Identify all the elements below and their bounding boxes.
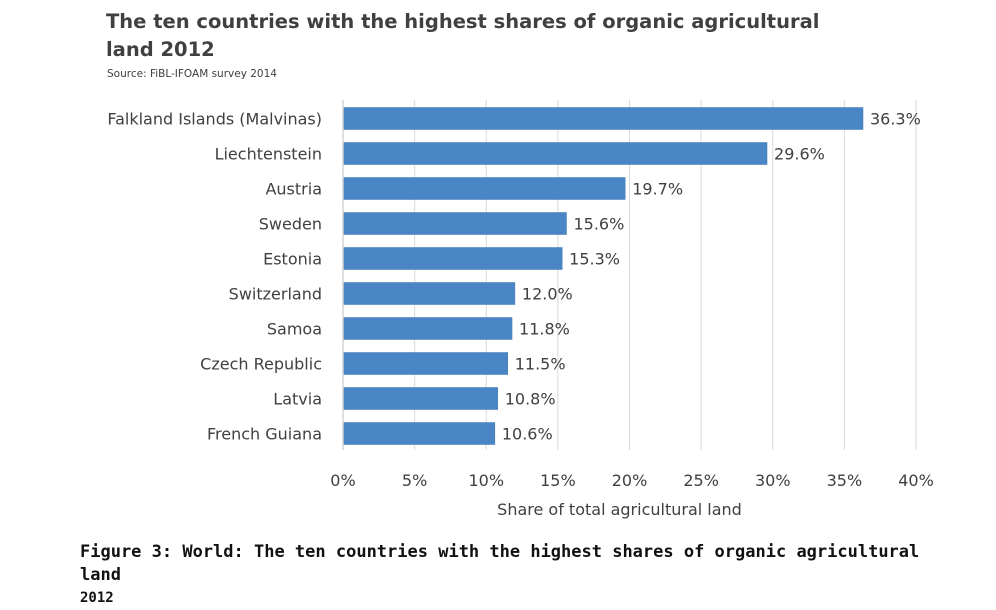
x-tick-label: 0% [330, 471, 355, 490]
bar [343, 212, 567, 235]
category-label: Latvia [273, 390, 322, 409]
data-label: 11.8% [519, 320, 570, 339]
chart-title: The ten countries with the highest share… [106, 10, 820, 61]
category-label: French Guiana [207, 425, 322, 444]
data-label: 19.7% [632, 180, 683, 199]
data-label: 15.6% [573, 215, 624, 234]
figure-caption-line1: Figure 3: World: The ten countries with … [80, 542, 920, 585]
figure-caption-line2: 2012 [80, 590, 114, 606]
bar [343, 142, 768, 165]
category-label: Czech Republic [200, 355, 322, 374]
data-label: 11.5% [515, 355, 566, 374]
bar [343, 247, 563, 270]
x-tick-label: 30% [755, 471, 791, 490]
bar-chart: 0% 5% 10% 15% 20% 25% 30% 35% 40% Falkland Island… [107, 100, 934, 520]
category-label: Estonia [263, 250, 322, 269]
bar [343, 317, 513, 340]
x-axis-title: Share of total agricultural land [497, 500, 742, 519]
bar [343, 422, 496, 445]
data-label: 10.8% [505, 390, 556, 409]
data-label: 15.3% [569, 250, 620, 269]
x-tick-label: 25% [683, 471, 719, 490]
bar [343, 282, 516, 305]
category-label: Sweden [259, 215, 322, 234]
bars [343, 107, 864, 445]
category-label: Falkland Islands (Malvinas) [107, 110, 322, 129]
data-label: 36.3% [870, 110, 921, 129]
x-tick-label: 5% [402, 471, 427, 490]
category-label: Liechtenstein [215, 145, 322, 164]
bar [343, 352, 508, 375]
data-label: 29.6% [774, 145, 825, 164]
data-label: 12.0% [522, 285, 573, 304]
x-tick-label: 10% [468, 471, 504, 490]
labels: 0% 5% 10% 15% 20% 25% 30% 35% 40% Falkland Island… [107, 110, 933, 520]
x-tick-label: 40% [898, 471, 934, 490]
chart-source: Source: FiBL-IFOAM survey 2014 [107, 68, 277, 80]
bar [343, 177, 626, 200]
category-label: Samoa [267, 320, 322, 339]
x-tick-label: 20% [612, 471, 648, 490]
data-label: 10.6% [502, 425, 553, 444]
bar [343, 387, 498, 410]
x-tick-label: 15% [540, 471, 576, 490]
figure-caption: Figure 3: World: The ten countries with … [80, 541, 960, 610]
category-label: Switzerland [229, 285, 322, 304]
x-tick-label: 35% [827, 471, 863, 490]
bar [343, 107, 864, 130]
category-label: Austria [265, 180, 322, 199]
